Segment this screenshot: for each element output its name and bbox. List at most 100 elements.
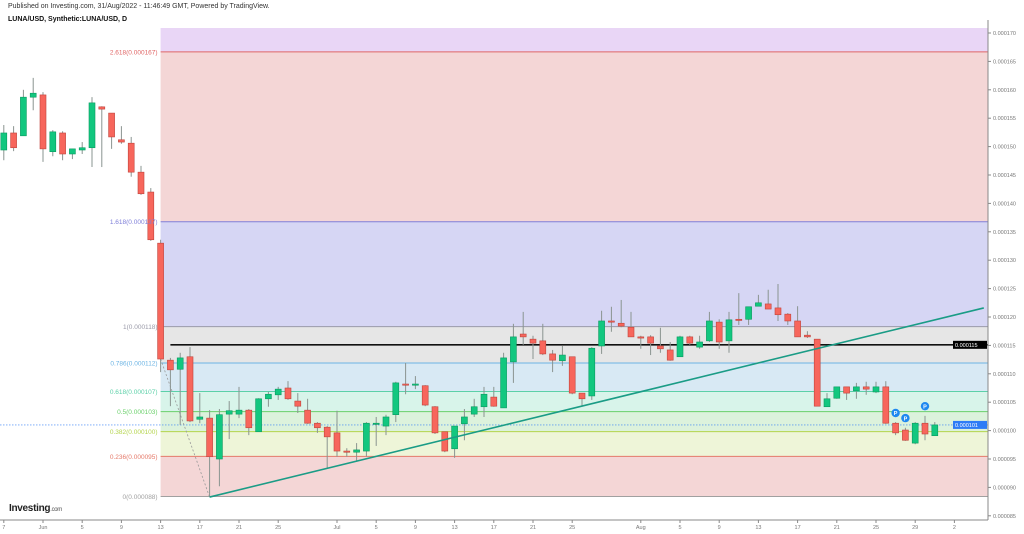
candle bbox=[480, 386, 488, 417]
candle bbox=[304, 398, 311, 424]
candle-body-down bbox=[715, 321, 723, 343]
candle-body-up bbox=[676, 336, 684, 358]
candle-body-up bbox=[470, 406, 478, 415]
candle bbox=[29, 77, 37, 111]
fib-band bbox=[160, 411, 988, 432]
candle bbox=[20, 89, 27, 137]
candle bbox=[764, 289, 772, 310]
candle bbox=[715, 319, 723, 349]
price-label-bg bbox=[953, 340, 987, 349]
candle bbox=[490, 386, 498, 407]
candle-body-down bbox=[735, 318, 743, 321]
plot-area[interactable]: PPP bbox=[0, 28, 988, 498]
x-tick-label: 2 bbox=[953, 525, 956, 531]
fib-band bbox=[160, 221, 988, 327]
candle-body-down bbox=[314, 422, 321, 429]
candle bbox=[108, 112, 115, 149]
candle bbox=[559, 345, 566, 366]
price-label-text: 0.000115 bbox=[955, 343, 978, 349]
candle bbox=[157, 239, 164, 373]
candle bbox=[657, 327, 664, 353]
p-marker[interactable]: P bbox=[920, 401, 930, 410]
candle-body-up bbox=[225, 410, 233, 415]
candle-body-down bbox=[784, 313, 792, 322]
logo-brand: Investing bbox=[9, 503, 51, 514]
p-marker-label: P bbox=[923, 404, 927, 410]
candle-body-down bbox=[568, 356, 576, 394]
candle bbox=[853, 382, 860, 399]
candle bbox=[598, 310, 605, 354]
candle-body-up bbox=[500, 357, 507, 409]
candle-body-up bbox=[872, 386, 880, 393]
candle-body-up bbox=[372, 422, 380, 425]
candle bbox=[568, 356, 576, 395]
x-tick-label: 25 bbox=[569, 525, 575, 531]
candle bbox=[265, 391, 272, 407]
candle bbox=[216, 409, 223, 487]
candle-body-down bbox=[529, 338, 537, 344]
candle-body-down bbox=[794, 320, 801, 338]
candle bbox=[588, 347, 596, 400]
fib-band bbox=[160, 456, 988, 497]
candle bbox=[872, 381, 880, 394]
candle-body-down bbox=[892, 422, 899, 434]
candle bbox=[921, 415, 929, 441]
price-axis-label: 0.000101 bbox=[953, 420, 987, 429]
candle-body-down bbox=[186, 356, 194, 422]
candle-body-up bbox=[480, 393, 488, 408]
p-marker-icon bbox=[891, 408, 900, 418]
p-marker[interactable]: P bbox=[891, 408, 900, 418]
candle-body-down bbox=[764, 303, 772, 310]
y-tick-label: 0.000100 bbox=[993, 429, 1016, 435]
candle-body-down bbox=[882, 386, 890, 424]
candle-body-up bbox=[363, 422, 370, 452]
x-tick-label: 7 bbox=[2, 525, 5, 531]
candle bbox=[137, 165, 145, 195]
candle-body-up bbox=[745, 306, 752, 320]
y-tick-label: 0.000115 bbox=[993, 343, 1016, 349]
candle-body-up bbox=[823, 398, 831, 408]
candle bbox=[549, 349, 556, 373]
x-tick-label: 21 bbox=[834, 525, 840, 531]
fib-anchor-line[interactable] bbox=[160, 358, 210, 498]
candle bbox=[784, 313, 792, 325]
x-tick-label: 13 bbox=[452, 525, 458, 531]
candle bbox=[911, 422, 919, 445]
candle bbox=[823, 393, 831, 408]
candle bbox=[676, 335, 684, 358]
x-tick-label: Jul bbox=[333, 525, 340, 531]
candle-body-down bbox=[637, 336, 645, 339]
y-tick-label: 0.000155 bbox=[993, 116, 1016, 122]
candle-body-down bbox=[902, 429, 909, 441]
candle bbox=[323, 426, 331, 469]
candle bbox=[176, 352, 184, 425]
symbol-title: LUNA/USD, Synthetic:LUNA/USD, D bbox=[8, 16, 128, 23]
candle-body-down bbox=[804, 334, 811, 338]
candle bbox=[745, 306, 752, 325]
candle bbox=[774, 284, 782, 321]
candle-body-up bbox=[559, 354, 566, 362]
candle bbox=[510, 323, 517, 383]
candle-body-up bbox=[274, 388, 282, 396]
fib-level-label: 0.236(0.000095) bbox=[110, 454, 158, 461]
candle-body-up bbox=[696, 341, 703, 348]
candle bbox=[49, 130, 57, 157]
fib-band bbox=[160, 431, 988, 457]
x-tick-label: 5 bbox=[81, 525, 84, 531]
x-tick-label: 9 bbox=[120, 525, 123, 531]
price-axis-label: 0.000115 bbox=[953, 340, 987, 349]
investing-logo[interactable]: Investing.com bbox=[9, 503, 62, 514]
y-tick-label: 0.000140 bbox=[993, 201, 1016, 207]
candle-body-down bbox=[431, 406, 439, 434]
fib-level-label: 0.5(0.000103) bbox=[117, 409, 157, 416]
y-tick-label: 0.000125 bbox=[993, 287, 1016, 293]
fib-level-label: 0(0.000088) bbox=[123, 494, 158, 501]
p-marker[interactable]: P bbox=[901, 413, 910, 423]
trend-line[interactable] bbox=[209, 307, 984, 498]
candle bbox=[882, 381, 890, 424]
y-tick-label: 0.000110 bbox=[993, 372, 1016, 378]
candle-body-up bbox=[461, 416, 468, 425]
fib-level-label: 1(0.000118) bbox=[123, 324, 158, 331]
candle bbox=[421, 385, 429, 407]
